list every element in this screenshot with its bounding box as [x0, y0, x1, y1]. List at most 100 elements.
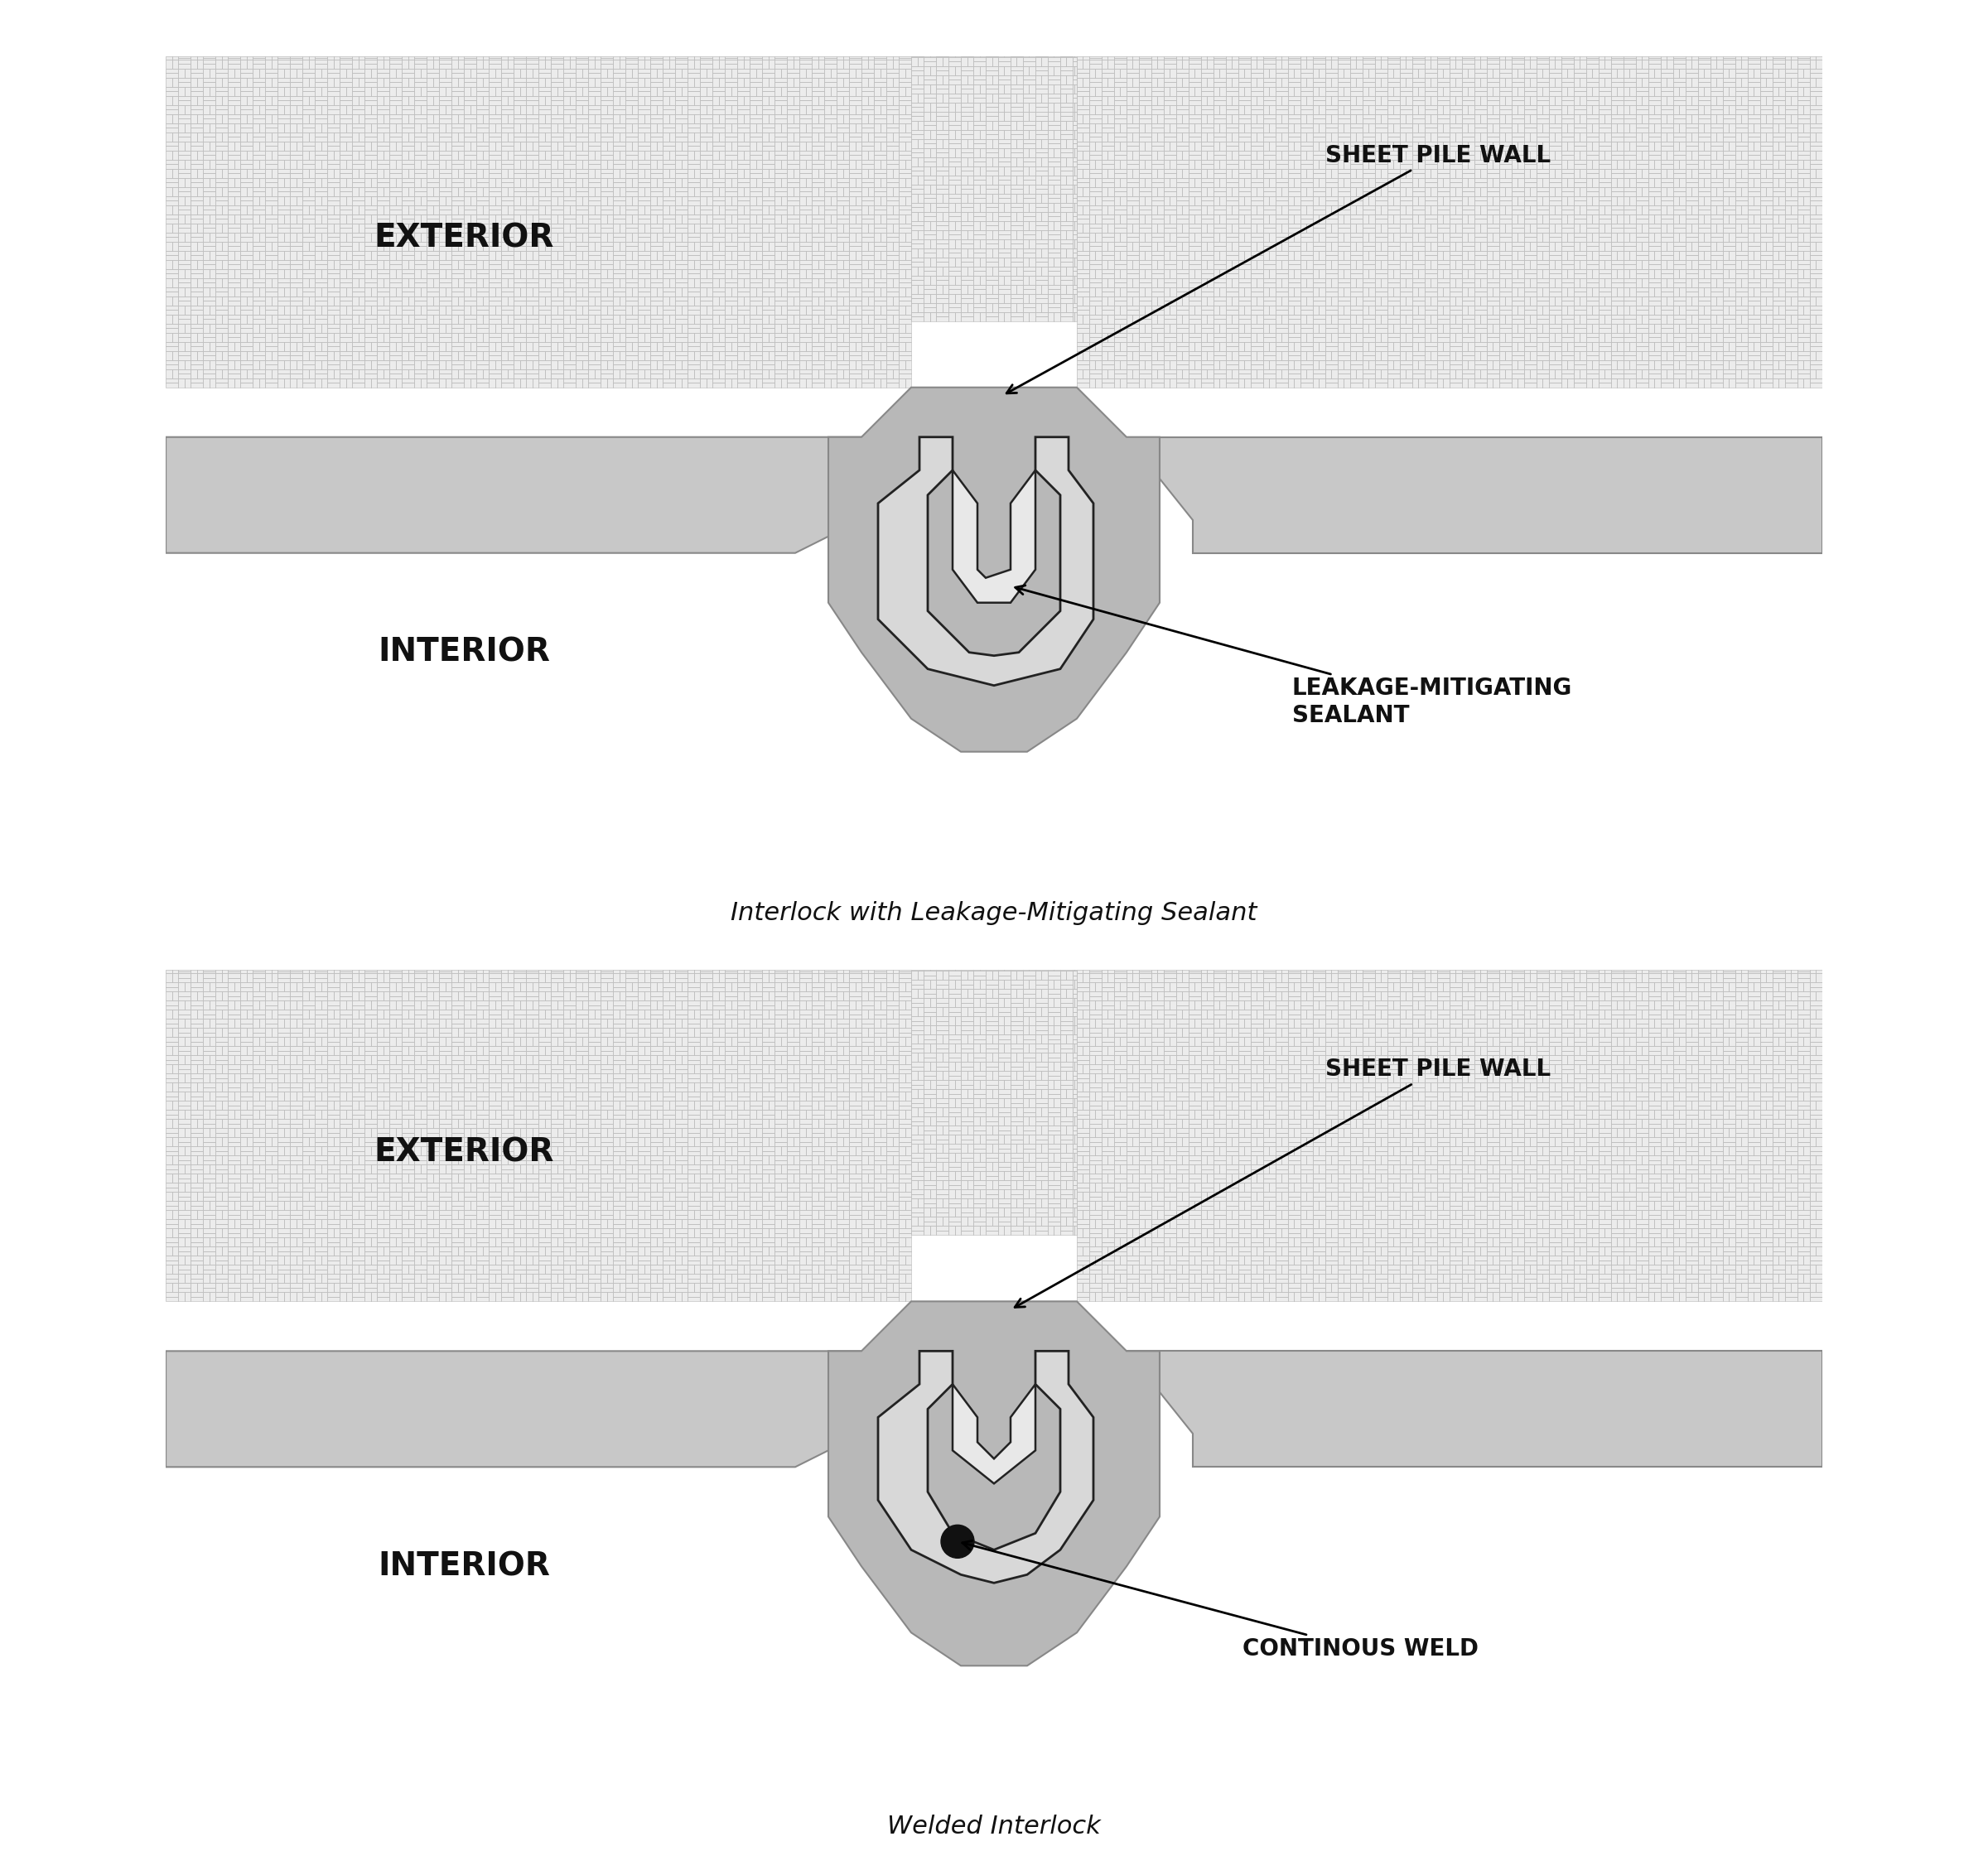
- Bar: [1113, 1027, 1127, 1037]
- Bar: [1010, 1044, 1024, 1053]
- Bar: [1624, 124, 1636, 131]
- Bar: [290, 352, 302, 361]
- Bar: [1610, 159, 1624, 168]
- Bar: [427, 1155, 439, 1164]
- Bar: [676, 1174, 688, 1183]
- Bar: [1809, 1183, 1823, 1192]
- Bar: [501, 1220, 513, 1229]
- Bar: [676, 124, 688, 131]
- Bar: [676, 1164, 688, 1174]
- Bar: [489, 141, 501, 150]
- Bar: [1624, 1055, 1636, 1064]
- Bar: [899, 196, 911, 205]
- Bar: [1475, 1020, 1487, 1027]
- Bar: [1300, 1137, 1312, 1146]
- Bar: [439, 342, 451, 352]
- Bar: [1736, 296, 1747, 305]
- Bar: [1101, 1120, 1113, 1129]
- Bar: [1461, 215, 1475, 224]
- Bar: [402, 1146, 414, 1155]
- Bar: [264, 1027, 278, 1037]
- Bar: [1288, 68, 1300, 78]
- Bar: [427, 1283, 439, 1292]
- Bar: [1036, 1107, 1048, 1116]
- Bar: [712, 1011, 726, 1020]
- Bar: [986, 1153, 998, 1162]
- Bar: [1773, 178, 1785, 187]
- Bar: [1388, 87, 1400, 96]
- Bar: [1312, 196, 1326, 205]
- Bar: [638, 150, 650, 159]
- Bar: [1312, 1011, 1326, 1020]
- Bar: [577, 1011, 588, 1020]
- Bar: [165, 1092, 179, 1101]
- Bar: [726, 1129, 738, 1137]
- Bar: [588, 983, 600, 992]
- Bar: [1201, 233, 1213, 242]
- Bar: [911, 1025, 924, 1035]
- Bar: [650, 1283, 662, 1292]
- Bar: [489, 1264, 501, 1273]
- Bar: [638, 1174, 650, 1183]
- Bar: [811, 1137, 825, 1146]
- Bar: [414, 68, 427, 78]
- Bar: [1113, 1146, 1127, 1155]
- Bar: [477, 1229, 489, 1238]
- Bar: [1227, 1164, 1239, 1174]
- Bar: [1475, 315, 1487, 324]
- Bar: [1710, 1211, 1724, 1220]
- Bar: [1674, 324, 1686, 333]
- Bar: [662, 1074, 676, 1083]
- Bar: [712, 378, 726, 387]
- Bar: [1089, 259, 1101, 268]
- Bar: [1239, 324, 1250, 333]
- Bar: [577, 1283, 588, 1292]
- Bar: [527, 1027, 539, 1037]
- Bar: [1077, 361, 1089, 368]
- Bar: [203, 141, 215, 150]
- Bar: [700, 1255, 712, 1264]
- Bar: [1127, 1129, 1139, 1137]
- Bar: [676, 1046, 688, 1055]
- Bar: [1724, 352, 1736, 361]
- Bar: [278, 1283, 290, 1292]
- Bar: [1177, 131, 1189, 141]
- Bar: [1574, 215, 1586, 224]
- Bar: [626, 1074, 638, 1083]
- Bar: [775, 1037, 787, 1046]
- Bar: [1362, 1292, 1376, 1301]
- Bar: [924, 1162, 936, 1172]
- Bar: [463, 1137, 477, 1146]
- Bar: [278, 159, 290, 168]
- Bar: [427, 1255, 439, 1264]
- Bar: [203, 1101, 215, 1111]
- Bar: [1461, 1201, 1475, 1211]
- Bar: [887, 324, 899, 333]
- Bar: [738, 983, 749, 992]
- Bar: [527, 78, 539, 87]
- Bar: [998, 1116, 1010, 1125]
- Bar: [1239, 1001, 1250, 1011]
- Bar: [887, 1046, 899, 1055]
- Bar: [811, 1220, 825, 1229]
- Bar: [1362, 168, 1376, 178]
- Bar: [1461, 1192, 1475, 1201]
- Bar: [1561, 215, 1574, 224]
- Bar: [1537, 983, 1549, 992]
- Bar: [1177, 233, 1189, 242]
- Bar: [1276, 287, 1288, 296]
- Bar: [1449, 1220, 1461, 1229]
- Bar: [1648, 352, 1660, 361]
- Bar: [600, 1211, 612, 1220]
- Bar: [1537, 250, 1549, 259]
- Bar: [1537, 287, 1549, 296]
- Bar: [1276, 974, 1288, 983]
- Bar: [726, 333, 738, 342]
- Bar: [1674, 1037, 1686, 1046]
- Bar: [1636, 259, 1648, 268]
- Bar: [563, 150, 577, 159]
- Bar: [1773, 1211, 1785, 1220]
- Bar: [825, 1011, 837, 1020]
- Bar: [215, 378, 229, 387]
- Bar: [215, 1037, 229, 1046]
